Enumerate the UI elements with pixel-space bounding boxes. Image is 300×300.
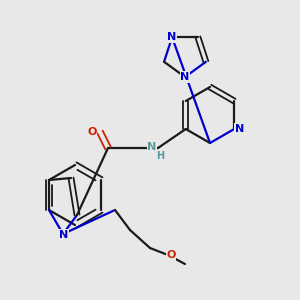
Text: N: N [235, 124, 244, 134]
Text: N: N [167, 32, 177, 42]
Text: O: O [87, 127, 97, 137]
Text: H: H [156, 151, 164, 161]
Text: N: N [147, 142, 157, 152]
Text: N: N [59, 230, 69, 240]
Text: O: O [166, 250, 176, 260]
Text: N: N [180, 72, 190, 82]
